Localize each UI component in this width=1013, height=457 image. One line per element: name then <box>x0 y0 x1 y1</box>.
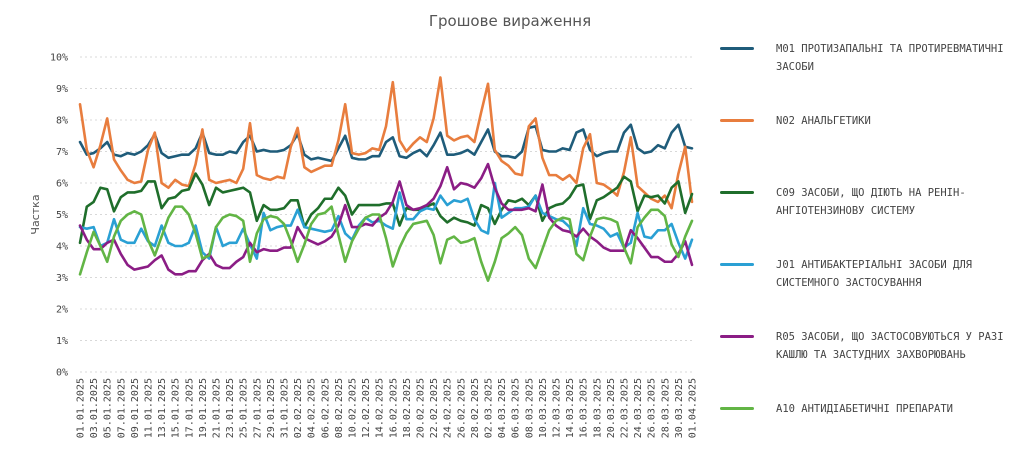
y-tick-label: 3% <box>56 273 68 284</box>
series-line-1 <box>78 123 694 163</box>
legend-label: M01 ПРОТИЗАПАЛЬНІ ТА ПРОТИРЕВМАТИЧНІ ЗАС… <box>776 43 1004 73</box>
y-tick-label: 1% <box>56 336 68 347</box>
x-tick-label: 12.02.2025 <box>361 378 372 438</box>
x-tick-label: 01.01.2025 <box>76 378 87 438</box>
x-tick-label: 26.03.2025 <box>647 378 658 438</box>
legend-swatch <box>720 47 754 50</box>
y-tick-label: 8% <box>56 116 68 127</box>
x-tick-label: 09.01.2025 <box>130 378 141 438</box>
x-tick-label: 24.02.2025 <box>443 378 454 438</box>
x-tick-label: 01.04.2025 <box>688 378 699 438</box>
series-line-6 <box>78 205 694 282</box>
legend-label: J01 АНТИБАКТЕРІАЛЬНІ ЗАСОБИ ДЛЯ СИСТЕМНО… <box>776 259 972 289</box>
series-line-4 <box>78 181 694 260</box>
x-tick-label: 08.02.2025 <box>334 378 345 438</box>
x-tick-label: 05.01.2025 <box>103 378 114 438</box>
x-tick-label: 06.03.2025 <box>511 378 522 438</box>
x-tick-label: 08.03.2025 <box>524 378 535 438</box>
x-tick-label: 26.02.2025 <box>456 378 467 438</box>
legend-label: C09 ЗАСОБИ, ЩО ДІЮТЬ НА РЕНІН-АНГІОТЕНЗИ… <box>776 187 966 217</box>
x-tick-label: 02.03.2025 <box>484 378 495 438</box>
x-tick-label: 03.01.2025 <box>89 378 100 438</box>
x-tick-label: 28.03.2025 <box>660 378 671 438</box>
x-tick-label: 10.02.2025 <box>348 378 359 438</box>
legend-label: N02 АНАЛЬГЕТИКИ <box>776 115 871 127</box>
x-tick-label: 20.02.2025 <box>416 378 427 438</box>
y-tick-label: 5% <box>56 210 68 221</box>
y-tick-label: 10% <box>50 53 68 64</box>
y-axis-label: Частка <box>29 194 42 234</box>
x-tick-label: 11.01.2025 <box>144 378 155 438</box>
x-tick-label: 21.01.2025 <box>212 378 223 438</box>
x-tick-label: 20.03.2025 <box>606 378 617 438</box>
x-tick-label: 10.03.2025 <box>538 378 549 438</box>
x-tick-label: 22.02.2025 <box>429 378 440 438</box>
x-tick-label: 17.01.2025 <box>184 378 195 438</box>
legend-label: R05 ЗАСОБИ, ЩО ЗАСТОСОВУЮТЬСЯ У РАЗІ КАШ… <box>776 331 1004 361</box>
x-tick-label: 27.01.2025 <box>252 378 263 438</box>
x-tick-label: 14.02.2025 <box>375 378 386 438</box>
x-tick-label: 07.01.2025 <box>116 378 127 438</box>
series-line-2 <box>78 76 694 210</box>
legend-label: A10 АНТИДІАБЕТИЧНІ ПРЕПАРАТИ <box>776 403 954 415</box>
x-tick-label: 22.03.2025 <box>620 378 631 438</box>
chart-title: Грошове вираження <box>428 12 592 30</box>
x-tick-label: 28.02.2025 <box>470 378 481 438</box>
x-tick-label: 15.01.2025 <box>171 378 182 438</box>
x-tick-label: 23.01.2025 <box>225 378 236 438</box>
y-tick-label: 0% <box>56 368 68 379</box>
x-tick-label: 18.03.2025 <box>592 378 603 438</box>
legend-swatch <box>720 263 754 266</box>
x-tick-label: 04.03.2025 <box>497 378 508 438</box>
x-tick-label: 19.01.2025 <box>198 378 209 438</box>
x-tick-label: 16.02.2025 <box>388 378 399 438</box>
y-tick-label: 6% <box>56 179 68 190</box>
x-tick-label: 25.01.2025 <box>239 378 250 438</box>
x-tick-label: 02.02.2025 <box>293 378 304 438</box>
x-tick-label: 14.03.2025 <box>565 378 576 438</box>
x-tick-label: 13.01.2025 <box>157 378 168 438</box>
legend-swatch <box>720 335 754 338</box>
legend-swatch <box>720 119 754 122</box>
series-line-3 <box>78 172 694 245</box>
x-tick-label: 18.02.2025 <box>402 378 413 438</box>
x-tick-label: 31.01.2025 <box>280 378 291 438</box>
y-tick-label: 2% <box>56 305 68 316</box>
x-tick-label: 30.03.2025 <box>674 378 685 438</box>
x-tick-label: 24.03.2025 <box>633 378 644 438</box>
x-tick-label: 29.01.2025 <box>266 378 277 438</box>
y-tick-label: 4% <box>56 242 68 253</box>
legend-swatch <box>720 407 754 410</box>
y-tick-label: 7% <box>56 147 68 158</box>
y-tick-label: 9% <box>56 84 68 95</box>
x-tick-label: 16.03.2025 <box>579 378 590 438</box>
x-tick-label: 12.03.2025 <box>552 378 563 438</box>
legend-swatch <box>720 191 754 194</box>
x-tick-label: 04.02.2025 <box>307 378 318 438</box>
x-tick-label: 06.02.2025 <box>320 378 331 438</box>
